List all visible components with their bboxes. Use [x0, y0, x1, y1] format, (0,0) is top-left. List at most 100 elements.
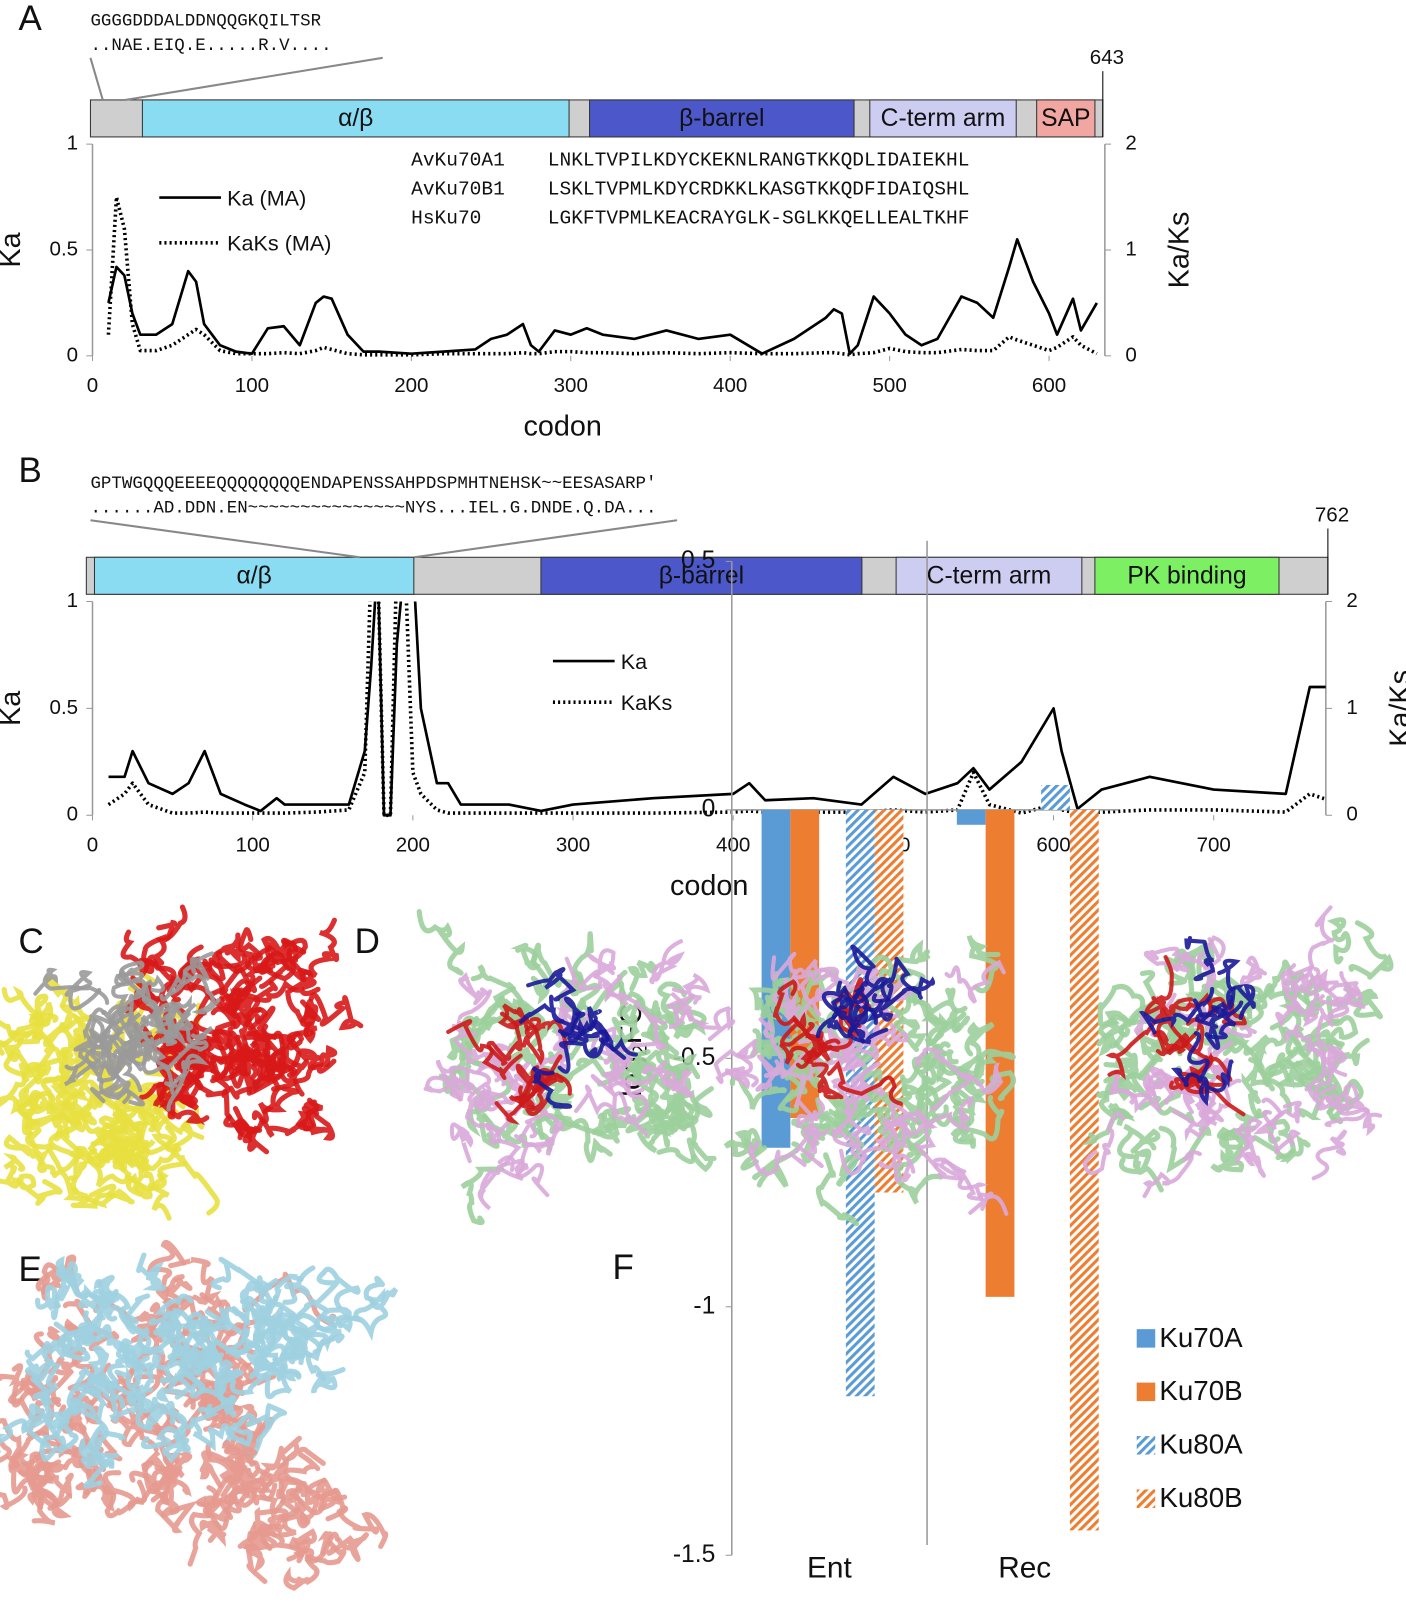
structure-ribbon [211, 1348, 244, 1394]
zoom-line [414, 519, 678, 559]
structure-ribbon [641, 1063, 693, 1097]
domain [93, 556, 415, 595]
domain [1036, 99, 1096, 138]
legend-label: Ku80A [1159, 1429, 1243, 1460]
structure-ribbon [1262, 1100, 1302, 1131]
structure-ribbon [165, 994, 197, 1029]
structure-ribbon [261, 1363, 293, 1400]
x-axis-label: codon [524, 410, 602, 442]
domain [141, 99, 570, 138]
legend-label: KaKs (MA) [227, 231, 331, 256]
structure-ribbon [889, 1102, 928, 1136]
y-tick-label: 0 [67, 803, 78, 826]
x-tick-label: 700 [1197, 834, 1231, 857]
structure-ribbon [959, 1095, 1005, 1149]
structure-ribbon [1304, 992, 1350, 1039]
structure-ribbon [1096, 1010, 1131, 1047]
legend-swatch [1136, 1489, 1156, 1508]
y2-tick-label: 2 [1125, 132, 1136, 155]
data-line [107, 601, 1326, 818]
structure-ribbon [1197, 935, 1226, 993]
structure-ribbon [136, 1252, 166, 1291]
structure-ribbon [11, 1378, 61, 1422]
y2-tick-label: 1 [1346, 696, 1357, 719]
y-tick-label: -1 [693, 1292, 715, 1319]
structure-ribbon [494, 1071, 555, 1125]
structure-ribbon [475, 1058, 523, 1091]
panel-label: B [19, 451, 42, 490]
x-axis-label: codon [670, 870, 748, 902]
y2-tick-label: 1 [1125, 237, 1136, 260]
structure-ribbon [879, 999, 927, 1052]
structure-ribbon [165, 1145, 220, 1216]
zoom-line [90, 519, 360, 559]
y-tick-label: 0.5 [50, 237, 79, 260]
y2-tick-label: 0 [1346, 803, 1357, 826]
structure-ribbon [1275, 1060, 1318, 1090]
data-line [106, 195, 1098, 357]
panel-label: E [19, 1250, 42, 1289]
structure-ribbon [282, 1265, 316, 1305]
legend-label: Ka [621, 649, 647, 674]
data-line [108, 601, 1326, 817]
structure-ribbon [944, 959, 1006, 1004]
structure-ribbon [270, 1312, 338, 1333]
y2-tick-label: 2 [1346, 589, 1357, 612]
structure-ribbon [280, 1493, 311, 1529]
legend-label: Ka (MA) [227, 185, 306, 210]
y2-axis-label: Ka/Ks [1164, 212, 1196, 289]
structure-ribbon [90, 1109, 129, 1165]
structure-ribbon [1207, 1000, 1244, 1040]
structure-ribbon [24, 1358, 54, 1384]
structure-ribbon [435, 1059, 492, 1092]
structure-ribbon [1118, 1148, 1164, 1193]
structure-ribbon [458, 972, 490, 1006]
x-tick-label: 0 [87, 374, 98, 397]
structure-ribbon [279, 1486, 348, 1516]
structure-ribbon [815, 1152, 860, 1227]
alignment-sequence: LGKFTVPMLKEACRAYGLK-SGLKKQELLEALTKHF [548, 207, 970, 229]
structure-ribbon [548, 1057, 595, 1094]
structure-ribbon [649, 939, 685, 985]
structure-ribbon [1210, 1145, 1246, 1173]
structure-ribbon [237, 1531, 273, 1574]
structure-ribbon [1158, 1125, 1212, 1174]
structure-ribbon [118, 994, 144, 1032]
structure-ribbon [297, 917, 340, 978]
structure-ribbon [611, 1014, 640, 1049]
x-tick-label: 400 [716, 834, 750, 857]
structure-ribbon [873, 1115, 912, 1154]
structure-ribbon [1195, 1008, 1229, 1050]
structure-ribbon [755, 1054, 781, 1092]
legend-swatch [1136, 1329, 1156, 1348]
legend-label: Ku80B [1159, 1482, 1242, 1513]
x-tick-label: 600 [1032, 374, 1066, 397]
domain [869, 99, 1017, 138]
structure-ribbon [577, 969, 629, 1006]
structure-ribbon [734, 1128, 767, 1171]
y-tick-label: 1 [67, 589, 78, 612]
structure-ribbon [1, 985, 59, 1027]
x-tick-label: 200 [396, 834, 430, 857]
structure-ribbon [1241, 1058, 1275, 1119]
x-tick-label: 200 [394, 374, 428, 397]
structure-ribbon [950, 1048, 1016, 1082]
legend-label: KaKs [621, 690, 673, 715]
structure-ribbon [0, 1418, 22, 1470]
structure-ribbon [0, 1062, 40, 1115]
structure-ribbon [0, 1029, 38, 1062]
structure-ribbon [1286, 905, 1335, 978]
structure-ribbon [52, 1169, 117, 1209]
structure-ribbon [271, 1043, 310, 1092]
structure-ribbon [126, 1148, 167, 1198]
structure-ribbon [3, 1134, 56, 1176]
structure-ribbon [172, 1451, 193, 1479]
structure-ribbon [286, 1528, 317, 1562]
structure-ribbon [141, 1428, 176, 1495]
structure-ribbon [146, 1239, 187, 1294]
structure-ribbon [252, 1097, 324, 1138]
x-tick-label: 300 [556, 834, 590, 857]
structure-ribbon [1252, 1097, 1302, 1155]
length-label: 643 [1090, 46, 1124, 69]
x-tick-label: 600 [1036, 834, 1070, 857]
